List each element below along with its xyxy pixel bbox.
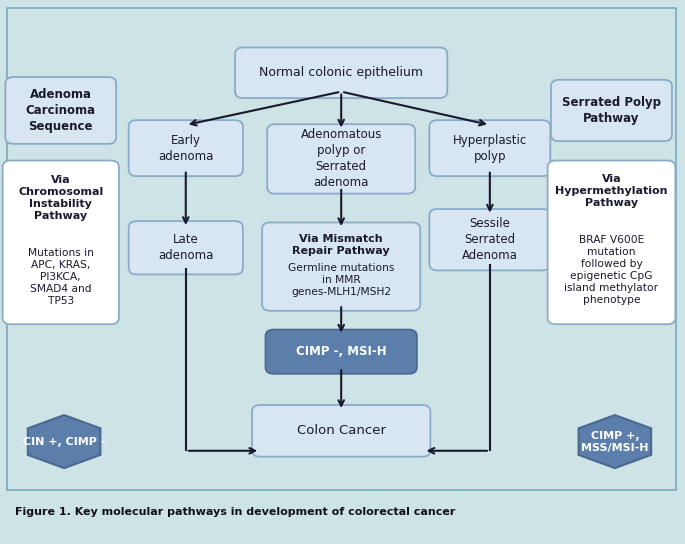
FancyBboxPatch shape [429,209,550,270]
FancyBboxPatch shape [252,405,430,456]
Text: Colon Cancer: Colon Cancer [297,424,386,437]
Text: Mutations in
APC, KRAS,
PI3KCA,
SMAD4 and
TP53: Mutations in APC, KRAS, PI3KCA, SMAD4 an… [28,236,94,306]
Text: Serrated Polyp
Pathway: Serrated Polyp Pathway [562,96,661,125]
Text: Late
adenoma: Late adenoma [158,233,214,262]
Text: CIMP +,
MSS/MSI-H: CIMP +, MSS/MSI-H [581,431,649,453]
Text: Adenoma
Carcinoma
Sequence: Adenoma Carcinoma Sequence [25,88,96,133]
FancyBboxPatch shape [262,222,420,311]
FancyBboxPatch shape [235,47,447,98]
Text: Germline mutations
in MMR
genes-MLH1/MSH2: Germline mutations in MMR genes-MLH1/MSH… [288,263,395,298]
FancyBboxPatch shape [5,77,116,144]
Text: Via Mismatch
Repair Pathway: Via Mismatch Repair Pathway [292,233,390,256]
FancyBboxPatch shape [547,160,675,324]
Text: Figure 1. Key molecular pathways in development of colorectal cancer: Figure 1. Key molecular pathways in deve… [16,506,456,517]
FancyBboxPatch shape [129,120,243,176]
FancyBboxPatch shape [551,80,672,141]
FancyBboxPatch shape [429,120,550,176]
Text: Sessile
Serrated
Adenoma: Sessile Serrated Adenoma [462,217,518,262]
FancyBboxPatch shape [266,330,417,374]
Text: BRAF V600E
mutation
followed by
epigenetic CpG
island methylator
phenotype: BRAF V600E mutation followed by epigenet… [564,224,658,305]
Text: CIMP -, MSI-H: CIMP -, MSI-H [296,345,386,358]
Text: Via
Hypermethylation
Pathway: Via Hypermethylation Pathway [556,174,668,208]
FancyBboxPatch shape [267,124,415,194]
Text: Adenomatous
polyp or
Serrated
adenoma: Adenomatous polyp or Serrated adenoma [301,128,382,189]
Text: Via
Chromosomal
Instability
Pathway: Via Chromosomal Instability Pathway [18,175,103,221]
Text: CIN +, CIMP -: CIN +, CIMP - [23,437,105,447]
Text: Early
adenoma: Early adenoma [158,134,214,163]
FancyBboxPatch shape [129,221,243,274]
Text: Hyperplastic
polyp: Hyperplastic polyp [453,134,527,163]
Polygon shape [579,415,651,468]
Polygon shape [28,415,101,468]
Text: Normal colonic epithelium: Normal colonic epithelium [259,66,423,79]
FancyBboxPatch shape [3,160,119,324]
